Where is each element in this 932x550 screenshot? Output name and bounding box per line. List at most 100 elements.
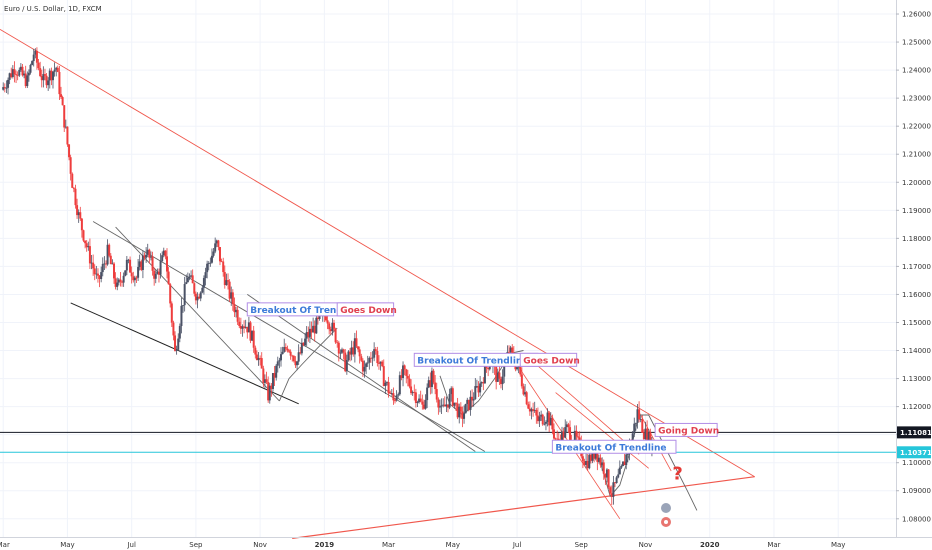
candle-body (495, 366, 498, 382)
curve-1-line (278, 327, 338, 402)
candle-body (141, 255, 144, 270)
candle-body (228, 281, 231, 299)
x-tick-label: May (60, 541, 74, 549)
candle-body (336, 342, 339, 344)
candle-body (71, 173, 74, 188)
x-tick-label: 2020 (700, 541, 720, 549)
label-breakout-1: Breakout Of Trendline (250, 306, 361, 316)
candle-body (613, 482, 616, 484)
candle-body (332, 322, 335, 329)
candle-body (206, 263, 209, 273)
candle-body (100, 272, 103, 280)
candle-body (69, 157, 72, 174)
candle-body (268, 385, 271, 401)
candle-body (578, 437, 581, 442)
candle-body (87, 246, 90, 248)
candle-body (564, 427, 567, 438)
candle-body (387, 382, 390, 394)
candle-body (167, 271, 170, 285)
candle-body (145, 254, 148, 258)
candle-body (384, 382, 387, 387)
candle-body (124, 270, 127, 276)
level-current-axis-label: 1.10371 (900, 449, 932, 457)
candle-body (90, 262, 93, 264)
y-tick-label: 1.09000 (902, 487, 931, 495)
candle-body (43, 74, 46, 76)
candle-body (125, 259, 128, 271)
candle-body (63, 105, 66, 128)
candle-body (19, 66, 22, 70)
candle-body (381, 361, 384, 367)
candle-body (169, 284, 172, 304)
candle-body (109, 255, 112, 265)
candle-body (294, 361, 297, 366)
candle-body (231, 292, 234, 305)
candle-body (536, 415, 539, 422)
candle-body (581, 456, 584, 462)
candle-body (524, 392, 527, 395)
event-marker-icon[interactable] (661, 503, 671, 513)
candle-body (374, 349, 377, 351)
candle-body (138, 261, 141, 267)
candle-body (447, 404, 449, 408)
candle-body (21, 66, 24, 76)
candle-body (58, 71, 61, 95)
candle-body (456, 403, 459, 418)
candle-body (520, 374, 523, 387)
candle-body (156, 271, 159, 274)
candle-body (339, 352, 342, 354)
candle-body (371, 357, 374, 359)
price-levels (0, 431, 896, 453)
candle-body (466, 399, 469, 405)
candle-body (334, 328, 337, 343)
candle-body (366, 362, 369, 364)
candle-body (260, 358, 263, 369)
candle-body (218, 247, 221, 262)
event-marker-dot-icon (664, 520, 668, 524)
candle-body (646, 428, 649, 444)
candle-body (42, 74, 45, 81)
candle-body (597, 457, 600, 462)
candle-body (254, 347, 257, 355)
level-black-axis-label: 1.11081 (900, 429, 932, 437)
candle-body (604, 473, 607, 478)
candle-body (642, 432, 645, 440)
candle-body (76, 205, 79, 216)
candle-body (247, 322, 250, 333)
y-tick-label: 1.25000 (902, 39, 931, 47)
candle-body (113, 263, 116, 279)
time-axis[interactable]: Mar May Jul Sep Nov 2019 Mar May Jul Sep Nov 2020 Ma… (0, 541, 845, 549)
y-tick-label: 1.22000 (902, 123, 931, 131)
candle-body (236, 309, 239, 322)
candle-body (291, 355, 294, 357)
candle-body (607, 469, 610, 488)
candle-body (165, 256, 168, 272)
candle-body (227, 280, 230, 282)
candle-body (133, 277, 136, 281)
candle-body (289, 351, 292, 356)
candle-body (395, 395, 398, 401)
candle-body (170, 303, 173, 323)
candle-body (426, 387, 429, 401)
candle-body (174, 335, 177, 351)
candle-body (445, 404, 448, 407)
candle-body (119, 279, 122, 282)
candle-body (235, 309, 238, 313)
candle-body (175, 349, 178, 351)
candle-body (594, 453, 597, 459)
candle-body (267, 382, 270, 401)
candle-body (96, 273, 99, 276)
candle-body (424, 400, 427, 409)
candle-body (180, 305, 183, 327)
candle-body (129, 259, 132, 273)
event-markers[interactable] (661, 503, 671, 527)
candle-body (74, 188, 77, 206)
label-going-down: Going Down (658, 426, 719, 436)
candle-body (503, 365, 506, 377)
candle-body (127, 259, 130, 261)
candle-body (357, 346, 360, 350)
label-goes-down-1-box (336, 302, 395, 317)
candle-body (605, 469, 608, 478)
candle-body (148, 249, 151, 258)
